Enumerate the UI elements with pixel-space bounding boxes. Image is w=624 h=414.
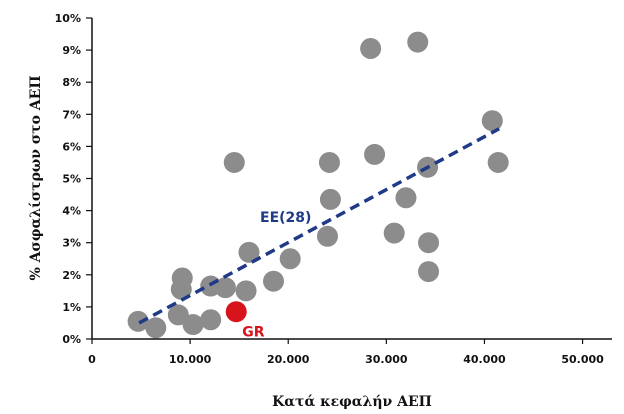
x-tick-label: 20.000 bbox=[267, 353, 310, 366]
y-tick-label: 4% bbox=[62, 205, 81, 218]
data-point bbox=[383, 222, 405, 244]
x-axis-title: Κατά κεφαλήν ΑΕΠ bbox=[272, 394, 432, 410]
x-axis-ticks: 0 10.000 20.000 30.000 40.000 50.000 bbox=[88, 339, 604, 366]
data-point bbox=[319, 188, 341, 210]
trendline bbox=[138, 127, 501, 325]
y-axis-title: % Ασφαλίστρων στο ΑΕΠ bbox=[27, 75, 44, 280]
y-tick-label: 3% bbox=[62, 237, 81, 250]
highlight-point bbox=[225, 301, 247, 323]
data-point bbox=[418, 261, 440, 283]
data-point bbox=[235, 280, 257, 302]
data-point bbox=[364, 143, 386, 165]
y-tick-label: 6% bbox=[62, 140, 81, 153]
plot-area: EE(28) GR bbox=[127, 31, 509, 341]
x-tick-label: 40.000 bbox=[463, 353, 506, 366]
y-tick-label: 5% bbox=[62, 173, 81, 186]
y-tick-label: 10% bbox=[55, 12, 81, 25]
data-point bbox=[223, 151, 245, 173]
x-tick-label: 50.000 bbox=[561, 353, 604, 366]
y-tick-label: 0% bbox=[62, 333, 81, 346]
data-point bbox=[407, 31, 429, 53]
highlight-label: GR bbox=[242, 325, 264, 341]
data-point bbox=[214, 277, 236, 299]
data-point bbox=[200, 309, 222, 331]
y-axis-ticks: 0% 1% 2% 3% 4% 5% 6% 7% 8% 9% 10% bbox=[55, 12, 92, 346]
data-point bbox=[182, 314, 204, 336]
x-tick-label: 10.000 bbox=[169, 353, 212, 366]
data-point bbox=[418, 232, 440, 254]
data-point bbox=[481, 110, 503, 132]
data-point bbox=[395, 187, 417, 209]
data-point bbox=[127, 310, 149, 332]
data-point bbox=[263, 270, 285, 292]
y-tick-label: 8% bbox=[62, 76, 81, 89]
data-point bbox=[238, 241, 260, 263]
x-tick-label: 30.000 bbox=[365, 353, 408, 366]
data-point bbox=[318, 151, 340, 173]
data-point bbox=[316, 225, 338, 247]
data-point bbox=[171, 267, 193, 289]
y-tick-label: 1% bbox=[62, 301, 81, 314]
data-point bbox=[487, 151, 509, 173]
y-tick-label: 9% bbox=[62, 44, 81, 57]
data-point bbox=[145, 317, 167, 339]
axes: 0 10.000 20.000 30.000 40.000 50.000 0% 1% 2% 3%… bbox=[55, 12, 612, 366]
y-tick-label: 2% bbox=[62, 269, 81, 282]
trendline-label: EE(28) bbox=[260, 210, 311, 226]
x-tick-label: 0 bbox=[88, 353, 96, 366]
data-point bbox=[360, 37, 382, 59]
data-point bbox=[279, 248, 301, 270]
y-tick-label: 7% bbox=[62, 108, 81, 121]
